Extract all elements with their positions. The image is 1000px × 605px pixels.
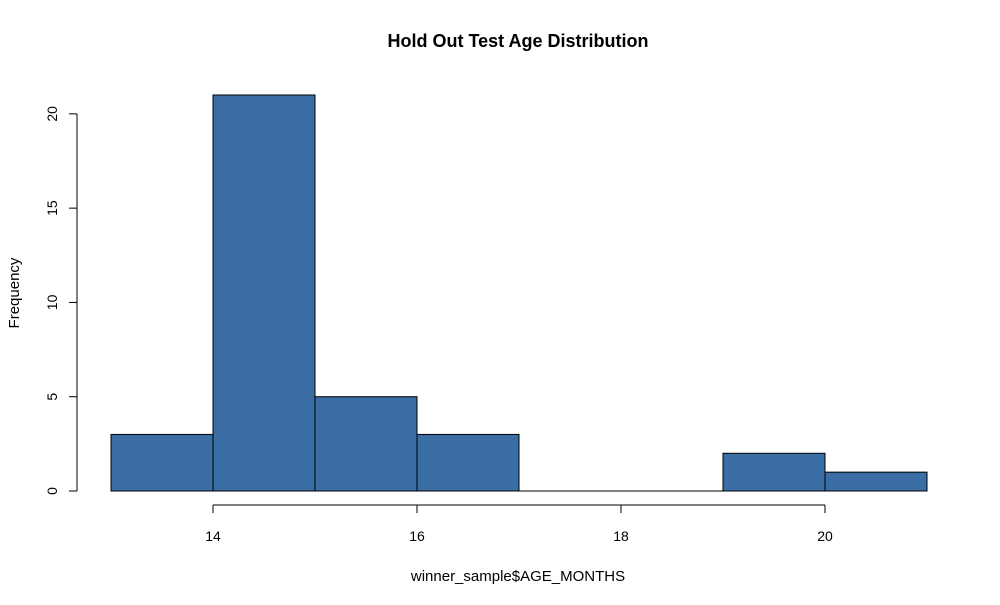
histogram-bar-6 <box>722 452 826 492</box>
histogram-bar-3 <box>416 433 520 492</box>
histogram-bar-2 <box>314 396 418 492</box>
y-axis: 0 5 10 15 20 <box>44 106 78 495</box>
bars-group <box>110 94 928 492</box>
y-axis-label: Frequency <box>6 257 23 328</box>
x-tick-label-1: 16 <box>409 528 425 544</box>
y-tick-label-2: 10 <box>44 294 60 310</box>
chart-title: Hold Out Test Age Distribution <box>388 31 649 51</box>
y-tick-label-3: 15 <box>44 200 60 216</box>
x-axis-label: winner_sample$AGE_MONTHS <box>410 568 625 585</box>
y-tick-label-4: 20 <box>44 106 60 122</box>
y-tick-label-0: 0 <box>44 487 60 495</box>
histogram-bar-0 <box>110 433 214 492</box>
y-tick-label-1: 5 <box>44 393 60 401</box>
histogram-bar-7 <box>824 471 928 492</box>
x-tick-label-3: 20 <box>817 528 833 544</box>
x-tick-label-2: 18 <box>613 528 629 544</box>
x-tick-label-0: 14 <box>205 528 221 544</box>
histogram-bar-1 <box>212 94 316 492</box>
x-axis: 14 16 18 20 <box>205 504 833 544</box>
